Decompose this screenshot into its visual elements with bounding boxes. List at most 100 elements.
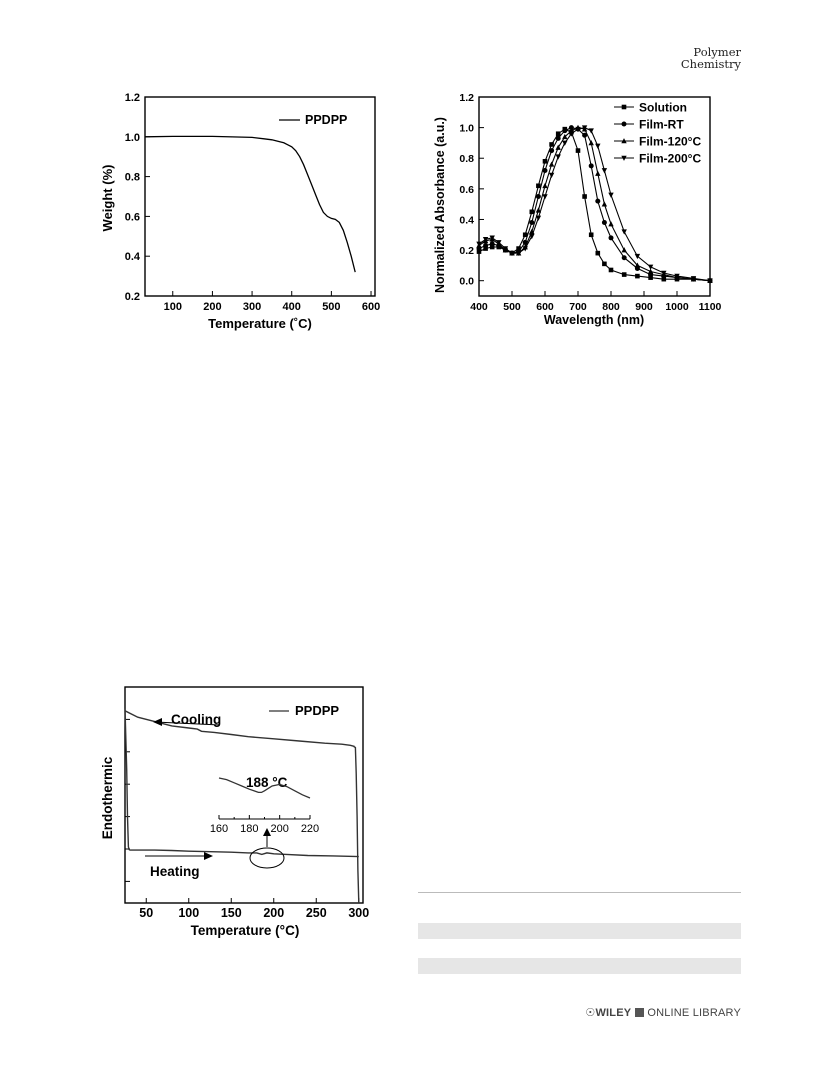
absorbance-series-3-point — [562, 133, 568, 140]
dsc-x-tick-label: 300 — [348, 906, 369, 920]
journal-mark-line2: Chemistry — [680, 57, 741, 71]
dsc-y-axis-label: Endothermic — [100, 756, 115, 839]
absorbance-series-3-point — [588, 140, 594, 146]
absorbance-series-1-point — [608, 267, 614, 273]
absorbance-series-4-point — [502, 246, 509, 252]
wiley-online-library-logo: ☉ WILEY ONLINE LIBRARY — [585, 1006, 741, 1020]
tga-x-tick-label: 100 — [164, 301, 182, 313]
dsc-x-tick-label: 200 — [263, 906, 284, 920]
table-row-band — [418, 958, 741, 974]
tga-x-axis-label: Temperature (˚C) — [208, 316, 312, 331]
tga-y-tick-label: 1.2 — [125, 92, 140, 104]
cooling-label: Cooling — [171, 712, 221, 727]
tga-y-tick-label: 0.4 — [125, 251, 141, 263]
online-library-label: ONLINE LIBRARY — [647, 1006, 741, 1019]
absorbance-series-4-point — [608, 192, 614, 198]
absorbance-series-2-point — [483, 242, 489, 248]
dsc-end-transient-curve — [353, 745, 360, 904]
book-icon — [635, 1008, 645, 1017]
dsc-x-tick-label: 100 — [178, 906, 199, 920]
tga-legend-label: PPDPP — [305, 113, 347, 127]
absorbance-series-4-point — [542, 194, 548, 200]
absorbance-series-2-point — [588, 163, 594, 169]
absorbance-y-tick-label: 1.0 — [459, 123, 474, 135]
absorbance-series-1-point — [602, 261, 607, 267]
absorbance-series-2-point — [601, 220, 607, 226]
absorbance-x-tick-label: 600 — [536, 301, 554, 313]
absorbance-series-1-point — [483, 246, 488, 251]
absorbance-y-tick-label: 0.2 — [459, 245, 474, 257]
absorbance-series-4-point — [707, 278, 713, 284]
absorbance-series-2-point — [595, 198, 601, 204]
absorbance-legend-marker — [621, 104, 627, 110]
absorbance-series-1-point — [476, 249, 482, 254]
absorbance-series-4-point — [522, 246, 528, 252]
absorbance-series-2-point — [608, 235, 614, 241]
absorbance-x-tick-label: 1000 — [665, 301, 689, 313]
absorbance-y-tick-label: 0.8 — [459, 153, 474, 165]
absorbance-legend-label: Solution — [639, 101, 687, 115]
absorbance-series-2-point — [489, 241, 495, 247]
absorbance-series-1-point — [595, 250, 601, 256]
absorbance-series-4-point — [515, 250, 522, 257]
absorbance-y-tick-label: 0.6 — [459, 184, 474, 196]
absorbance-series-4-point — [562, 140, 568, 146]
absorbance-series-1-point — [575, 148, 581, 153]
absorbance-series-4-point — [482, 237, 489, 243]
absorbance-series-1-point — [588, 232, 594, 238]
tga-chart: 100 200 300 400 500 600 0.2 0.4 0.6 0.8 1.0 1.2 PPD… — [100, 92, 380, 331]
tga-x-tick-label: 600 — [362, 301, 380, 313]
absorbance-legend-marker — [621, 138, 627, 144]
absorbance-series-4-point — [588, 128, 594, 134]
absorbance-series-4-point — [601, 168, 608, 174]
tga-x-tick-label: 300 — [243, 301, 261, 313]
absorbance-chart: 400 500 600 700 800 900 1000 1100 0.0 0.2 0.4 0.6 0.… — [433, 92, 722, 327]
absorbance-series-4-point — [581, 125, 588, 131]
absorbance-series-2-point — [549, 148, 555, 154]
cooling-arrowhead — [153, 718, 162, 726]
heating-label: Heating — [150, 864, 200, 879]
tga-x-tick-label: 400 — [283, 301, 301, 313]
absorbance-series-1-point — [516, 246, 521, 251]
absorbance-series-3-point — [601, 201, 608, 207]
tga-y-axis-label: Weight (%) — [100, 165, 115, 232]
table-top-rule — [418, 892, 741, 893]
absorbance-series-4-point — [496, 240, 502, 246]
absorbance-series-2-point — [535, 194, 541, 199]
absorbance-series-4-point — [476, 241, 482, 247]
dsc-legend-label: PPDPP — [295, 703, 339, 718]
tga-plot-frame — [144, 96, 376, 297]
peak-label: 188 °C — [246, 775, 288, 790]
dsc-start-transient-curve — [124, 708, 130, 851]
absorbance-series-3-point — [535, 207, 542, 213]
tga-y-tick-label: 0.8 — [125, 172, 140, 184]
dsc-x-tick-label: 50 — [139, 906, 153, 920]
dsc-plot-frame — [124, 686, 364, 904]
absorbance-series-3-point — [595, 170, 601, 176]
absorbance-series-3-point — [621, 247, 627, 253]
absorbance-y-tick-label: 0.4 — [459, 214, 474, 226]
dsc-x-tick-label: 150 — [221, 906, 242, 920]
absorbance-series-4-point — [634, 253, 641, 260]
absorbance-series-4-point — [509, 250, 515, 257]
heating-arrowhead — [204, 852, 213, 860]
table-row-band — [418, 923, 741, 939]
absorbance-series-1-point — [648, 275, 653, 280]
inset-tick-label: 200 — [270, 823, 288, 835]
absorbance-series-1-point — [621, 272, 627, 277]
absorbance-x-tick-label: 400 — [470, 301, 488, 313]
inset-tick-label: 160 — [210, 823, 228, 835]
absorbance-series-1-point — [522, 232, 528, 238]
cooling-arrow — [154, 721, 221, 726]
inset-tick-label: 220 — [301, 823, 319, 835]
absorbance-y-axis-label: Normalized Absorbance (a.u.) — [433, 117, 447, 293]
inset-curve — [218, 777, 311, 799]
dsc-x-axis-label: Temperature (°C) — [191, 923, 300, 938]
absorbance-series-3-line — [478, 127, 711, 282]
absorbance-series-4-point — [548, 172, 555, 178]
tga-x-tick-label: 500 — [322, 301, 340, 313]
inset-arrowhead — [263, 828, 271, 836]
absorbance-series-4-point — [690, 276, 697, 282]
absorbance-series-2-point — [529, 220, 535, 226]
journal-mark-line1: Polymer — [693, 45, 741, 59]
